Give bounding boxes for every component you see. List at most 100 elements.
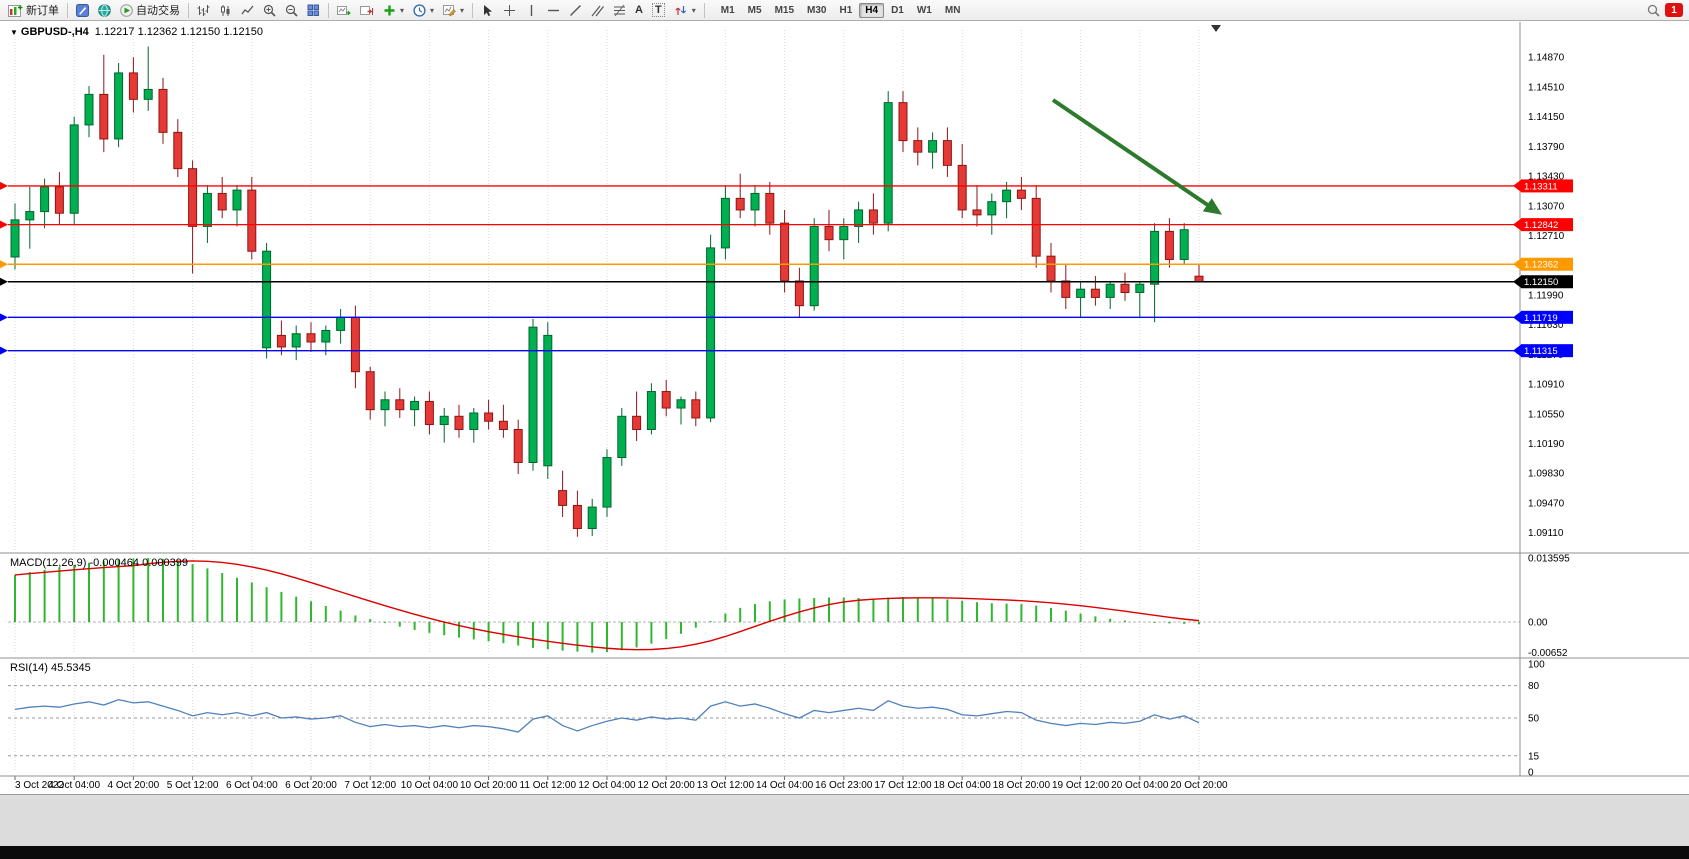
price-axis-label: 1.14510 xyxy=(1528,82,1565,93)
zoom-in-button[interactable] xyxy=(259,0,280,20)
search-button[interactable] xyxy=(1643,0,1664,20)
timeframe-button-h4[interactable]: H4 xyxy=(859,2,885,18)
time-axis-label: 6 Oct 20:00 xyxy=(285,780,337,791)
timeframe-button-mn[interactable]: MN xyxy=(944,4,961,16)
timeframe-button-m15[interactable]: M15 xyxy=(774,4,795,16)
new-order-button[interactable]: 新订单 xyxy=(4,0,63,20)
rsi-axis-label: 0 xyxy=(1528,768,1534,779)
time-axis-label: 3 Oct 2022 xyxy=(15,780,64,791)
timeframe-button-w1[interactable]: W1 xyxy=(916,4,932,16)
candlestick xyxy=(188,168,198,227)
candlestick xyxy=(424,400,434,426)
zoom-out-button[interactable] xyxy=(281,0,302,20)
candlestick xyxy=(1076,288,1086,298)
candlestick xyxy=(750,192,760,211)
candlestick xyxy=(484,412,494,422)
quill-button[interactable] xyxy=(72,0,93,20)
label-tool-button[interactable]: T xyxy=(648,0,669,20)
price-badge-label: 1.12842 xyxy=(1524,220,1558,231)
line-chart-button[interactable] xyxy=(237,0,258,20)
candlestick xyxy=(706,247,716,419)
time-axis-label: 12 Oct 20:00 xyxy=(638,780,696,791)
candlestick xyxy=(824,225,834,241)
symbol-ohlc: 1.12217 1.12362 1.12150 1.12150 xyxy=(94,26,263,38)
cursor-button[interactable] xyxy=(477,0,498,20)
candlestick xyxy=(898,102,908,142)
horizontal-line-button[interactable] xyxy=(543,0,564,20)
candles-layer xyxy=(10,46,1204,537)
price-lines-layer[interactable] xyxy=(0,181,1520,355)
candlestick xyxy=(691,399,701,419)
autotrading-button[interactable]: 自动交易 xyxy=(116,0,184,20)
chevron-down-icon: ▾ xyxy=(691,5,696,15)
separator xyxy=(188,2,189,18)
candlestick xyxy=(69,124,79,214)
globe-button[interactable] xyxy=(94,0,115,20)
timeframe-button-d1[interactable]: D1 xyxy=(891,4,904,16)
globe-icon xyxy=(98,3,111,17)
periods-button[interactable]: ▾ xyxy=(409,0,438,20)
candlestick xyxy=(217,192,227,211)
zoom-in-icon xyxy=(263,4,276,17)
time-axis-label: 10 Oct 20:00 xyxy=(460,780,518,791)
tile-windows-button[interactable] xyxy=(303,0,324,20)
clock-icon xyxy=(413,3,426,17)
line-left-marker xyxy=(0,313,8,322)
macd-values: -0.000464 0.000399 xyxy=(89,557,188,569)
price-axis-label: 1.11630 xyxy=(1528,320,1564,331)
price-badge-label: 1.12150 xyxy=(1524,277,1558,288)
chart-shift-button[interactable] xyxy=(356,0,378,20)
candlestick xyxy=(720,197,730,249)
templates-button[interactable]: ▾ xyxy=(439,0,468,20)
text-tool-button[interactable]: A xyxy=(631,0,647,20)
macd-name: MACD(12,26,9) xyxy=(10,557,87,569)
candlestick xyxy=(276,334,286,348)
candlestick-chart-button[interactable] xyxy=(215,0,236,20)
arrow-objects-button[interactable]: ▾ xyxy=(670,0,700,20)
vertical-line-button[interactable] xyxy=(521,0,542,20)
candlestick xyxy=(1002,189,1012,203)
channel-button[interactable] xyxy=(587,0,608,20)
timeframe-button-m1[interactable]: M1 xyxy=(720,4,735,16)
candlestick xyxy=(114,72,124,140)
bar-chart-button[interactable] xyxy=(193,0,214,20)
price-badge-label: 1.11719 xyxy=(1524,313,1558,324)
candlestick xyxy=(558,490,568,506)
tile-windows-icon xyxy=(307,4,319,16)
candlestick xyxy=(84,93,94,126)
candlestick xyxy=(365,371,375,411)
indicator-plus-icon xyxy=(384,5,395,15)
chart-shift-marker[interactable] xyxy=(1211,25,1221,32)
price-axis-label: 1.12710 xyxy=(1528,231,1565,242)
macd-label: MACD(12,26,9) -0.000464 0.000399 xyxy=(10,557,188,569)
auto-scroll-button[interactable] xyxy=(333,0,355,20)
candlestick xyxy=(632,415,642,430)
rsi-axis-label: 80 xyxy=(1528,681,1540,692)
candlestick xyxy=(498,420,508,430)
line-left-marker xyxy=(0,220,8,229)
candlestick xyxy=(942,140,952,166)
price-line-badge xyxy=(1521,344,1573,358)
candlestick xyxy=(99,93,109,140)
candlestick xyxy=(1090,288,1100,298)
candlestick xyxy=(10,219,20,258)
symbol-dropdown-icon[interactable]: ▼ xyxy=(10,28,18,37)
trend-arrow-annotation[interactable] xyxy=(1051,98,1223,215)
candlestick xyxy=(617,415,627,459)
crosshair-button[interactable] xyxy=(499,0,520,20)
indicators-button[interactable]: ▾ xyxy=(379,0,408,20)
notification-badge[interactable]: 1 xyxy=(1665,3,1683,17)
candlestick xyxy=(587,506,597,530)
timeframe-button-m30[interactable]: M30 xyxy=(807,4,827,16)
chart-shift-icon xyxy=(360,5,373,15)
candlestick xyxy=(928,140,938,153)
candlestick xyxy=(1164,230,1174,260)
candlestick xyxy=(380,399,390,411)
fibonacci-button[interactable] xyxy=(609,0,630,20)
candlestick xyxy=(143,88,153,100)
timeframe-button-m5[interactable]: M5 xyxy=(747,4,762,16)
trendline-button[interactable] xyxy=(565,0,586,20)
price-axis-label: 1.14150 xyxy=(1528,112,1565,123)
timeframe-button-h1[interactable]: H1 xyxy=(839,4,853,16)
